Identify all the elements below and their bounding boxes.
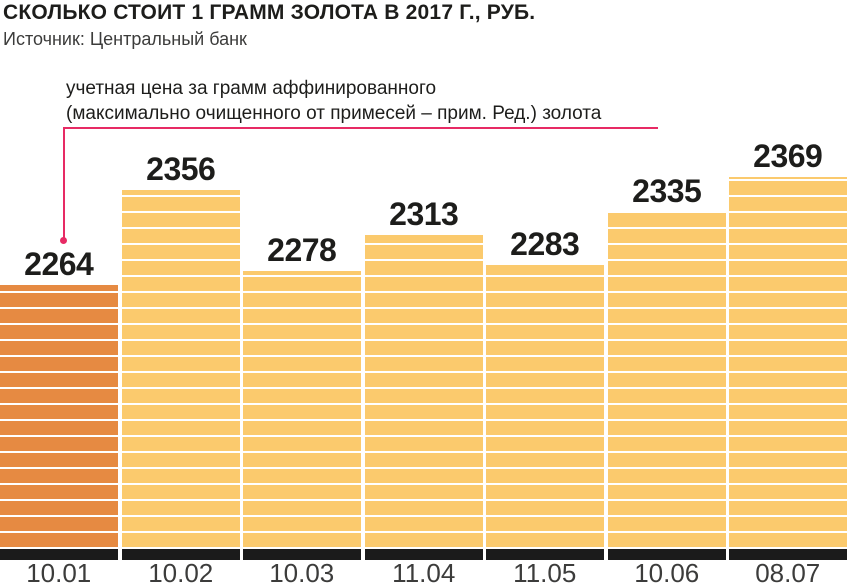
bar-base-strip [365, 549, 483, 560]
bar-base-strip [122, 549, 240, 560]
category-label: 11.05 [513, 558, 577, 587]
value-label: 2335 [632, 173, 702, 209]
bar [365, 235, 483, 549]
bar-highlighted [0, 285, 118, 549]
bar-base-strip [0, 549, 118, 560]
category-label: 10.03 [269, 558, 335, 587]
callout-line-vertical [63, 127, 65, 239]
bar [243, 271, 361, 549]
value-label: 2313 [389, 196, 459, 232]
category-label: 10.02 [148, 558, 214, 587]
bar-base-strip [729, 549, 847, 560]
annotation: учетная цена за грамм аффинированного (м… [66, 76, 601, 126]
callout-line-horizontal [63, 127, 658, 129]
bar [122, 190, 240, 549]
bar [608, 212, 726, 549]
annotation-line-2: (максимально очищенного от примесей – пр… [66, 103, 602, 124]
category-label: 10.06 [634, 558, 700, 587]
value-label: 2264 [24, 246, 94, 282]
annotation-line-1: учетная цена за грамм аффинированного [66, 78, 437, 99]
callout-dot [60, 237, 67, 244]
bar [729, 177, 847, 549]
bar-base-strip [486, 549, 604, 560]
bar-base-strip [608, 549, 726, 560]
value-label: 2283 [510, 226, 580, 262]
value-label: 2278 [267, 232, 337, 268]
value-label: 2356 [146, 151, 216, 187]
page-title: СКОЛЬКО СТОИТ 1 ГРАММ ЗОЛОТА В 2017 Г., … [3, 1, 536, 24]
category-label: 10.01 [26, 558, 92, 587]
category-label: 08.07 [755, 558, 821, 587]
source-caption: Источник: Центральный банк [3, 29, 247, 49]
bar [486, 265, 604, 549]
value-label: 2369 [753, 138, 823, 174]
category-label: 11.04 [392, 558, 456, 587]
bar-base-strip [243, 549, 361, 560]
